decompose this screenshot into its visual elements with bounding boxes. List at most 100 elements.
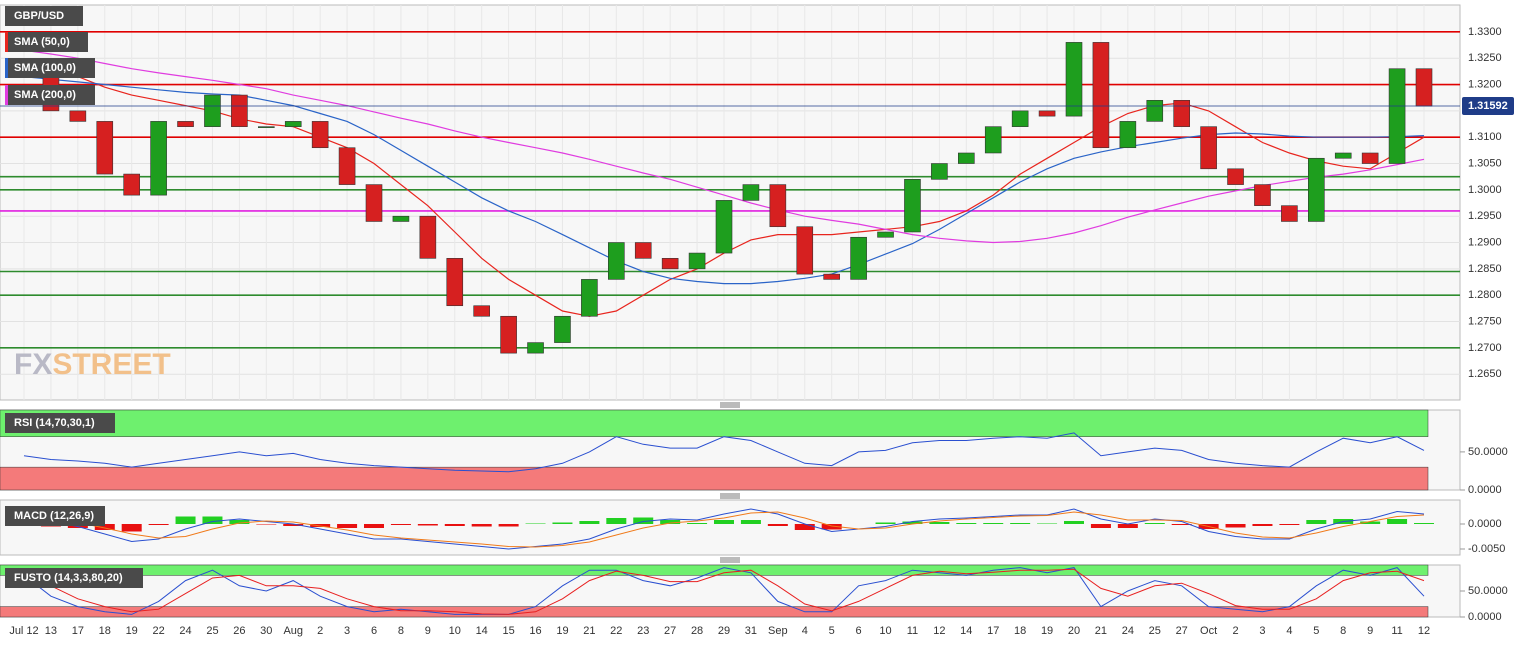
series-line	[23, 49, 1425, 244]
x-tick-label: 27	[664, 625, 676, 637]
histogram-bar	[1360, 521, 1381, 524]
rsi-box[interactable]	[5, 413, 115, 433]
x-tick-label: 5	[1313, 625, 1319, 637]
last-price-tag	[1462, 97, 1514, 116]
histogram-bar	[390, 524, 411, 525]
candle	[1146, 100, 1164, 122]
histogram-bar	[1090, 524, 1111, 528]
candle	[392, 215, 410, 222]
x-tick-label: 24	[1122, 625, 1134, 637]
x-tick-label: 3	[1259, 625, 1265, 637]
y-tick-label: 1.3200	[1468, 78, 1502, 90]
candle	[1388, 68, 1406, 164]
histogram-bar	[740, 520, 761, 524]
candle	[1038, 110, 1056, 117]
series-line	[23, 568, 1425, 615]
histogram-bar	[444, 524, 465, 526]
histogram-bar	[94, 524, 115, 530]
histogram-bar	[1306, 520, 1327, 524]
candle	[338, 147, 356, 185]
x-tick-label: 22	[152, 625, 164, 637]
x-tick-label: 3	[344, 625, 350, 637]
histogram-bar	[983, 523, 1004, 524]
macd-box[interactable]	[5, 506, 105, 526]
histogram-bar	[417, 524, 438, 526]
x-tick-label: 2	[1232, 625, 1238, 637]
y-tick-label: 50.0000	[1468, 446, 1508, 458]
y-tick-label: 1.2700	[1468, 342, 1502, 354]
candle	[688, 252, 706, 270]
candle	[1173, 100, 1190, 127]
histogram-bar	[1252, 524, 1273, 526]
x-tick-label: 28	[691, 625, 703, 637]
x-tick-label: 30	[260, 625, 272, 637]
watermark-fx: FX	[14, 348, 52, 381]
x-tick-label: 14	[960, 625, 972, 637]
histogram-bar	[606, 518, 627, 524]
sma200-box[interactable]	[5, 85, 95, 105]
candle	[769, 184, 787, 228]
histogram-bar	[1171, 524, 1192, 525]
candle	[877, 231, 894, 238]
histogram-bar	[794, 524, 815, 530]
histogram-bar	[121, 524, 142, 532]
histogram-bar	[633, 517, 654, 524]
oversold-zone	[0, 606, 1429, 618]
histogram-bar	[552, 522, 573, 524]
x-tick-label: 5	[829, 625, 835, 637]
candle	[419, 215, 437, 259]
candle	[1011, 110, 1029, 127]
x-tick-label: Sep	[768, 625, 788, 637]
x-tick-label: 19	[556, 625, 568, 637]
histogram-bar	[1414, 523, 1434, 524]
y-tick-label: 1.2950	[1468, 210, 1502, 222]
sma200-swatch	[5, 85, 8, 105]
symbol-box[interactable]	[5, 6, 83, 26]
sma50-box[interactable]	[5, 32, 88, 52]
x-tick-label: 6	[856, 625, 862, 637]
x-tick-label: 16	[529, 625, 541, 637]
histogram-bar	[148, 524, 169, 525]
x-tick-label: 27	[1176, 625, 1188, 637]
series-line	[23, 567, 1425, 615]
last-price-label: 1.31592	[1468, 100, 1508, 112]
legend-entry: SMA (50,0)	[14, 36, 70, 48]
series-line	[23, 508, 1425, 550]
candle	[204, 94, 221, 127]
watermark-street: STREET	[52, 348, 170, 381]
histogram-bar	[256, 524, 277, 525]
overbought-zone	[0, 409, 1429, 437]
x-tick-label: 29	[718, 625, 730, 637]
y-tick-label: -0.0050	[1468, 543, 1505, 555]
candle	[1200, 126, 1217, 170]
x-tick-label: 19	[1041, 625, 1053, 637]
x-tick-label: 15	[502, 625, 514, 637]
x-tick-label: 18	[1014, 625, 1026, 637]
candle	[177, 121, 194, 127]
histogram-bar	[1010, 523, 1031, 524]
overbought-zone	[0, 564, 1429, 576]
x-tick-label: 22	[610, 625, 622, 637]
legend: GBP/USD SMA (50,0) SMA (100,0) SMA (200,…	[5, 6, 143, 588]
x-tick-label: 26	[233, 625, 245, 637]
candle	[473, 305, 490, 317]
histogram-bar	[283, 524, 304, 526]
oversold-zone	[0, 466, 1429, 491]
sma100-box[interactable]	[5, 58, 95, 78]
y-tick-label: 1.2650	[1468, 368, 1502, 380]
fusto-box[interactable]	[5, 568, 143, 588]
panel-grips[interactable]	[720, 402, 740, 563]
histogram-bar	[875, 522, 896, 524]
histogram-bar	[902, 521, 923, 524]
series-line	[23, 432, 1425, 473]
candle	[1334, 152, 1352, 159]
plot-area: 1.2650 1.2700 1.2750 1.2800 1.2850 1.2900 1.29…	[0, 5, 1508, 637]
x-tick-label: Oct	[1200, 625, 1217, 637]
candle	[500, 315, 517, 354]
histogram-bar	[337, 524, 358, 528]
candle	[96, 121, 114, 175]
x-tick-label: 8	[1340, 625, 1346, 637]
candle	[1281, 205, 1298, 222]
candle	[742, 184, 760, 201]
